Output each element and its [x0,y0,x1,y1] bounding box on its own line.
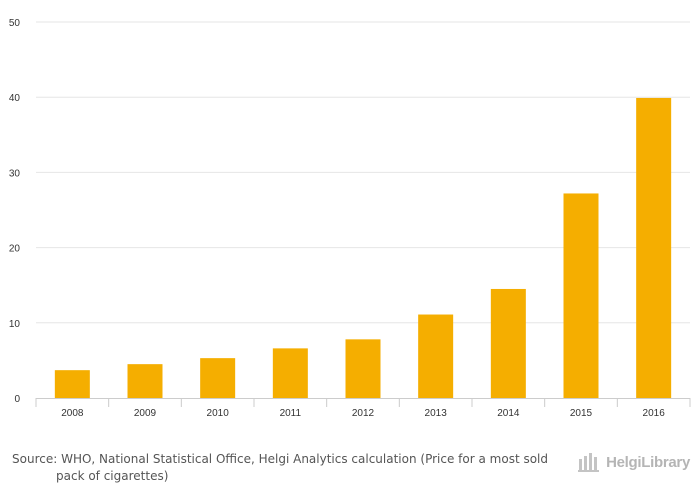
x-tick-label-2016: 2016 [643,408,666,419]
bar-2013 [418,314,454,398]
bar-2016 [636,97,672,399]
bar-2015 [563,193,599,398]
bar-chart: 0 10 20 30 40 50 2008 2009 2010 2011 2012 2013 2014… [9,18,691,419]
x-axis [35,398,691,407]
bar-2011 [272,348,308,398]
x-tick-label-2009: 2009 [134,408,157,419]
x-tick-label-2010: 2010 [207,408,230,419]
source-note: Source: WHO, National Statistical Office… [12,452,549,483]
y-tick-label-20: 20 [9,244,21,255]
chart-footer: Source: WHO, National Statistical Office… [0,440,700,500]
x-tick-label-2013: 2013 [425,408,448,419]
bar-2010 [200,358,236,398]
x-tick-label-2014: 2014 [497,408,520,419]
x-axis-ticks: 2008 2009 2010 2011 2012 2013 2014 2015 2016 [61,408,665,419]
x-tick-label-2008: 2008 [61,408,84,419]
bar-2012 [345,339,381,398]
bar-2008 [54,370,90,398]
x-tick-label-2012: 2012 [352,408,375,419]
y-axis-ticks: 0 10 20 30 40 50 [9,18,21,405]
bar-2009 [127,364,163,398]
y-tick-label-50: 50 [9,18,21,29]
chart-canvas: 0 10 20 30 40 50 2008 2009 2010 2011 2012 2013 2014… [9,18,691,419]
x-tick-label-2011: 2011 [280,408,302,419]
tower-icon [578,453,600,472]
y-tick-label-40: 40 [9,93,21,104]
x-tick-label-2015: 2015 [570,408,593,419]
y-tick-label-30: 30 [9,168,21,179]
y-tick-label-10: 10 [9,319,21,330]
brand-name: HelgiLibrary [606,453,690,471]
y-tick-label-0: 0 [14,394,20,405]
brand-logo-link[interactable]: HelgiLibrary [578,450,690,474]
bar-2014 [490,288,526,398]
bars [54,97,672,399]
